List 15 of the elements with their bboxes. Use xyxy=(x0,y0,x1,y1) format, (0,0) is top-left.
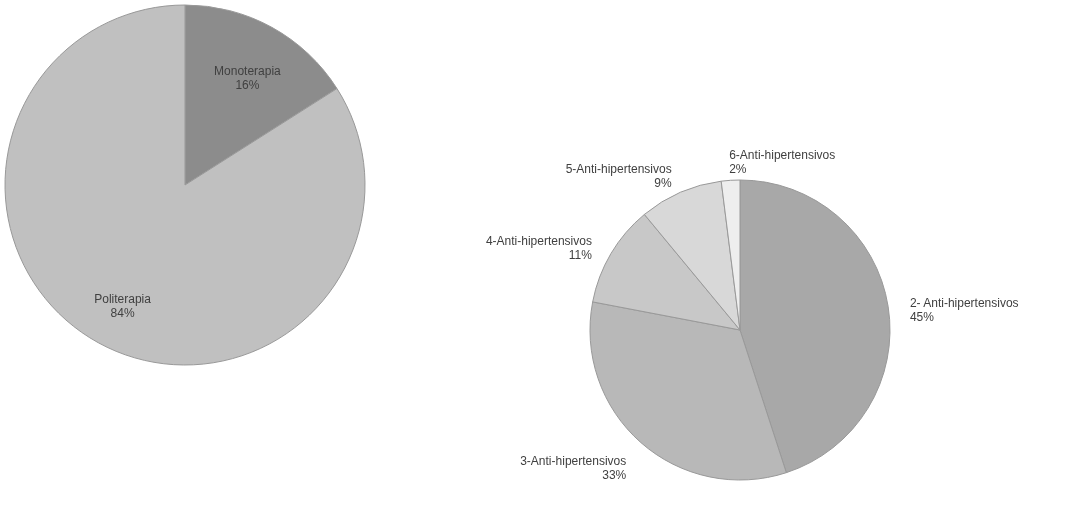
slice-label: 6-Anti-hipertensivos xyxy=(729,148,836,163)
slice-label: Politerapia xyxy=(94,291,152,306)
data-label: 33% xyxy=(602,468,627,483)
data-label: 2% xyxy=(729,162,747,177)
slice-label: 5-Anti-hipertensivos xyxy=(565,162,672,177)
slice-label: 3-Anti-hipertensivos xyxy=(520,454,627,469)
slice-label: 4-Anti-hipertensivos xyxy=(485,233,592,248)
data-label: 11% xyxy=(568,247,593,262)
slice-label: Monoterapia xyxy=(214,64,282,79)
pie-slice xyxy=(4,4,366,366)
data-label: 84% xyxy=(110,305,135,320)
data-label: 9% xyxy=(654,176,673,191)
data-label: 16% xyxy=(235,78,260,93)
slice-label: 2- Anti-hipertensivos xyxy=(909,295,1019,310)
data-label: 45% xyxy=(909,309,935,324)
